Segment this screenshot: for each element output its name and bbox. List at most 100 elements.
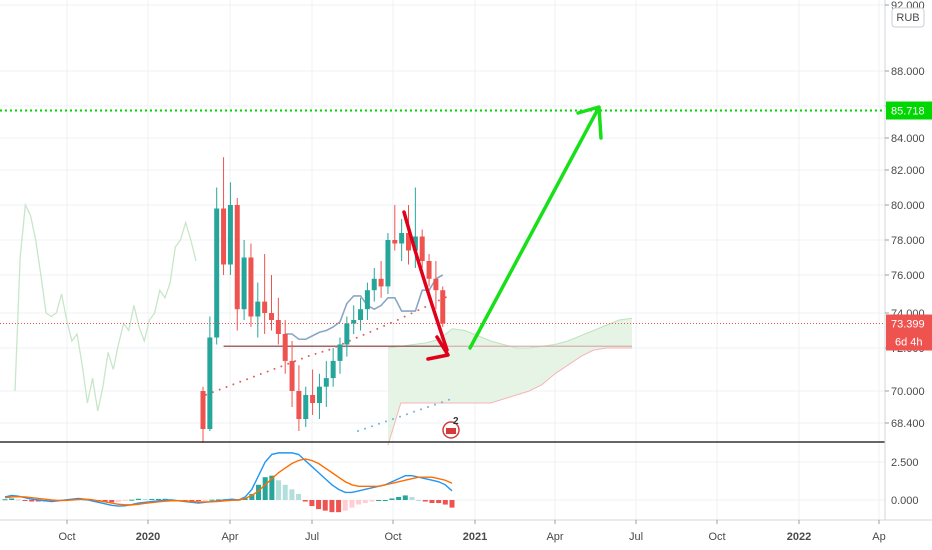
macd-histogram-bar[interactable] <box>329 500 335 513</box>
candle-body[interactable] <box>330 360 336 379</box>
macd-histogram-bar[interactable] <box>149 498 155 500</box>
up-arrow-shaft[interactable] <box>468 107 600 350</box>
macd-histogram-bar[interactable] <box>9 498 15 500</box>
macd-histogram-bar[interactable] <box>416 500 422 501</box>
macd-histogram-bar[interactable] <box>22 500 28 501</box>
macd-histogram-bar[interactable] <box>289 489 295 500</box>
candle-body[interactable] <box>275 320 281 334</box>
macd-histogram-bar[interactable] <box>35 500 41 502</box>
macd-histogram-bar[interactable] <box>449 500 455 508</box>
candle-body[interactable] <box>296 391 302 419</box>
macd-histogram-bar[interactable] <box>122 500 128 501</box>
candle-body[interactable] <box>221 208 227 265</box>
candle-body[interactable] <box>419 236 425 262</box>
macd-histogram-bar[interactable] <box>276 480 282 500</box>
macd-histogram-bar[interactable] <box>209 499 215 501</box>
candle-body[interactable] <box>371 278 377 291</box>
candle-body[interactable] <box>337 344 343 361</box>
candle-body[interactable] <box>426 261 432 279</box>
candle-body[interactable] <box>262 301 268 313</box>
candle-body[interactable] <box>440 290 446 324</box>
macd-histogram-bar[interactable] <box>82 500 88 501</box>
down-arrow-head[interactable] <box>426 335 450 361</box>
candle-body[interactable] <box>241 257 247 310</box>
candle-body[interactable] <box>269 313 274 320</box>
candle-body[interactable] <box>433 278 439 291</box>
macd-histogram-bar[interactable] <box>309 500 315 507</box>
macd-histogram-bar[interactable] <box>29 500 35 502</box>
macd-histogram-bar[interactable] <box>296 493 302 500</box>
candle-body[interactable] <box>255 301 261 317</box>
macd-histogram-bar[interactable] <box>135 498 141 500</box>
candle-body[interactable] <box>412 236 418 251</box>
candle-body[interactable] <box>200 391 206 429</box>
candle-body[interactable] <box>392 240 398 244</box>
macd-histogram-bar[interactable] <box>342 500 348 511</box>
candle-body[interactable] <box>364 290 370 310</box>
macd-histogram-bar[interactable] <box>409 496 415 500</box>
macd-histogram-bar[interactable] <box>362 500 368 504</box>
macd-histogram-bar[interactable] <box>262 477 268 500</box>
macd-histogram-bar[interactable] <box>49 500 55 502</box>
candle-body[interactable] <box>385 240 391 287</box>
macd-histogram-bar[interactable] <box>396 496 402 500</box>
candle-body[interactable] <box>282 334 288 361</box>
macd-histogram-bar[interactable] <box>195 500 201 502</box>
currency-label[interactable]: RUB <box>896 12 919 24</box>
down-arrow-shaft[interactable] <box>402 210 449 352</box>
candle-body[interactable] <box>207 337 213 430</box>
currency-button[interactable] <box>891 7 925 28</box>
macd-histogram-bar[interactable] <box>356 500 362 505</box>
macd-histogram-bar[interactable] <box>269 475 275 500</box>
macd-histogram-bar[interactable] <box>382 500 388 501</box>
up-arrow-head[interactable] <box>576 105 603 140</box>
candle-body[interactable] <box>234 205 240 310</box>
candle-body[interactable] <box>303 395 309 419</box>
candle-body[interactable] <box>214 208 220 338</box>
macd-histogram-bar[interactable] <box>142 498 148 500</box>
candle-body[interactable] <box>399 233 405 244</box>
macd-histogram-bar[interactable] <box>109 500 115 503</box>
candle-body[interactable] <box>378 278 384 287</box>
macd-pane[interactable] <box>2 452 455 513</box>
macd-histogram-bar[interactable] <box>422 500 428 502</box>
candle-body[interactable] <box>310 395 316 403</box>
macd-histogram-bar[interactable] <box>115 500 121 502</box>
macd-histogram-bar[interactable] <box>155 498 161 500</box>
macd-histogram-bar[interactable] <box>129 499 135 501</box>
macd-histogram-bar[interactable] <box>15 499 21 501</box>
candle-body[interactable] <box>406 233 411 251</box>
macd-histogram-bar[interactable] <box>376 500 382 501</box>
macd-histogram-bar[interactable] <box>389 498 395 500</box>
macd-histogram-bar[interactable] <box>215 499 221 501</box>
candle-body[interactable] <box>344 323 350 345</box>
candle-body[interactable] <box>316 386 322 403</box>
macd-histogram-bar[interactable] <box>402 495 408 500</box>
candles[interactable] <box>200 157 446 443</box>
candle-body[interactable] <box>248 257 254 317</box>
macd-histogram-bar[interactable] <box>442 500 448 505</box>
macd-histogram-bar[interactable] <box>242 498 248 500</box>
candle-body[interactable] <box>358 309 364 320</box>
macd-histogram-bar[interactable] <box>102 500 108 502</box>
macd-histogram-bar[interactable] <box>349 500 355 508</box>
macd-histogram-bar[interactable] <box>282 484 288 500</box>
macd-histogram-bar[interactable] <box>2 499 8 501</box>
macd-histogram-bar[interactable] <box>336 500 342 513</box>
macd-histogram-bar[interactable] <box>302 500 308 502</box>
candle-body[interactable] <box>351 320 357 324</box>
candle-body[interactable] <box>227 205 233 265</box>
macd-histogram-bar[interactable] <box>316 500 322 510</box>
macd-histogram-bar[interactable] <box>189 500 195 501</box>
macd-histogram-bar[interactable] <box>202 500 208 501</box>
drawings[interactable]: 2 <box>0 105 885 439</box>
macd-histogram-bar[interactable] <box>429 500 435 504</box>
macd-histogram-bar[interactable] <box>249 493 255 500</box>
candle-body[interactable] <box>323 378 329 387</box>
macd-histogram-bar[interactable] <box>256 484 262 500</box>
macd-histogram-bar[interactable] <box>436 500 442 504</box>
candle-body[interactable] <box>289 360 295 391</box>
macd-histogram-bar[interactable] <box>322 500 328 511</box>
macd-histogram-bar[interactable] <box>369 500 375 502</box>
